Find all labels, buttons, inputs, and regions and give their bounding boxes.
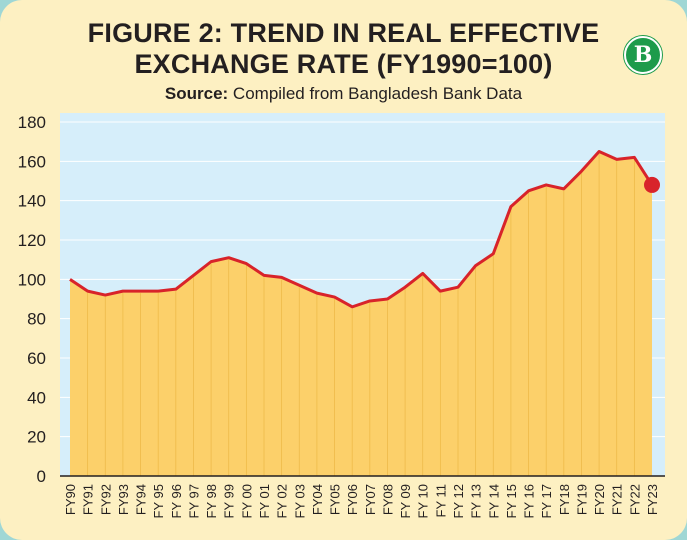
x-tick-label: FY22 <box>627 484 642 515</box>
x-tick-label: FY 02 <box>275 484 290 518</box>
y-tick-label: 120 <box>18 231 46 250</box>
x-tick-label: FY 96 <box>169 484 184 518</box>
chart-source: Source: Compiled from Bangladesh Bank Da… <box>0 84 687 104</box>
x-tick-label: FY 16 <box>522 484 537 518</box>
x-tick-label: FY94 <box>134 484 149 515</box>
x-tick-label: FY05 <box>328 484 343 515</box>
x-tick-label: FY92 <box>98 484 113 515</box>
source-label: Source: <box>164 84 229 103</box>
x-tick-label: FY 17 <box>539 484 554 518</box>
x-tick-label: FY 09 <box>398 484 413 518</box>
x-axis-tick-labels: FY90 FY91 FY92 FY93 FY94 FY 95 FY 96 FY 97 FY 98… <box>63 484 660 518</box>
x-tick-label: FY20 <box>592 484 607 515</box>
x-tick-label: FY08 <box>380 484 395 515</box>
series-line <box>69 150 654 309</box>
area-fill <box>70 151 652 476</box>
source-text: Compiled from Bangladesh Bank Data <box>232 84 523 103</box>
y-tick-label: 100 <box>18 270 46 289</box>
y-tick-label: 180 <box>18 113 46 132</box>
chart-title-line-2: EXCHANGE RATE (FY1990=100) <box>134 49 553 79</box>
x-tick-label: FY91 <box>81 484 96 515</box>
x-tick-label: FY 14 <box>486 484 501 518</box>
x-tick-label: FY93 <box>116 484 131 515</box>
x-tick-label: FY 11 <box>433 484 448 517</box>
x-tick-label: FY 98 <box>204 484 219 518</box>
x-tick-label: FY21 <box>610 484 625 515</box>
x-tick-label: FY18 <box>557 484 572 515</box>
x-tick-label: FY 15 <box>504 484 519 518</box>
x-tick-label: FY 01 <box>257 484 272 518</box>
x-tick-label: FY 10 <box>416 484 431 518</box>
x-tick-label: FY 97 <box>186 484 201 518</box>
chart-title-line-1: FIGURE 2: TREND IN REAL EFFECTIVE <box>87 18 600 48</box>
x-tick-label: FY06 <box>345 484 360 515</box>
x-tick-label: FY90 <box>63 484 78 515</box>
publisher-logo-icon: B <box>624 36 662 74</box>
x-tick-label: FY23 <box>645 484 660 515</box>
x-tick-label: FY 13 <box>469 484 484 518</box>
x-tick-label: FY04 <box>310 484 325 515</box>
y-tick-label: 0 <box>37 467 46 486</box>
x-tick-label: FY07 <box>363 484 378 515</box>
y-tick-label: 80 <box>27 310 46 329</box>
x-tick-label: FY 12 <box>451 484 466 518</box>
bar-dividers <box>87 153 635 476</box>
y-tick-label: 140 <box>18 192 46 211</box>
y-tick-label: 20 <box>27 428 46 447</box>
x-tick-label: FY19 <box>574 484 589 515</box>
y-axis-tick-labels: 0 20 40 60 80 100 120 140 160 180 <box>18 113 46 486</box>
x-tick-label: FY 03 <box>292 484 307 518</box>
x-tick-label: FY 95 <box>151 484 166 518</box>
x-tick-label: FY 00 <box>239 484 254 518</box>
y-tick-label: 160 <box>18 152 46 171</box>
y-tick-label: 40 <box>27 388 46 407</box>
last-point-marker <box>644 176 660 193</box>
y-tick-label: 60 <box>27 349 46 368</box>
x-tick-label: FY 99 <box>222 484 237 518</box>
chart-title: FIGURE 2: TREND IN REAL EFFECTIVE EXCHAN… <box>0 18 687 80</box>
